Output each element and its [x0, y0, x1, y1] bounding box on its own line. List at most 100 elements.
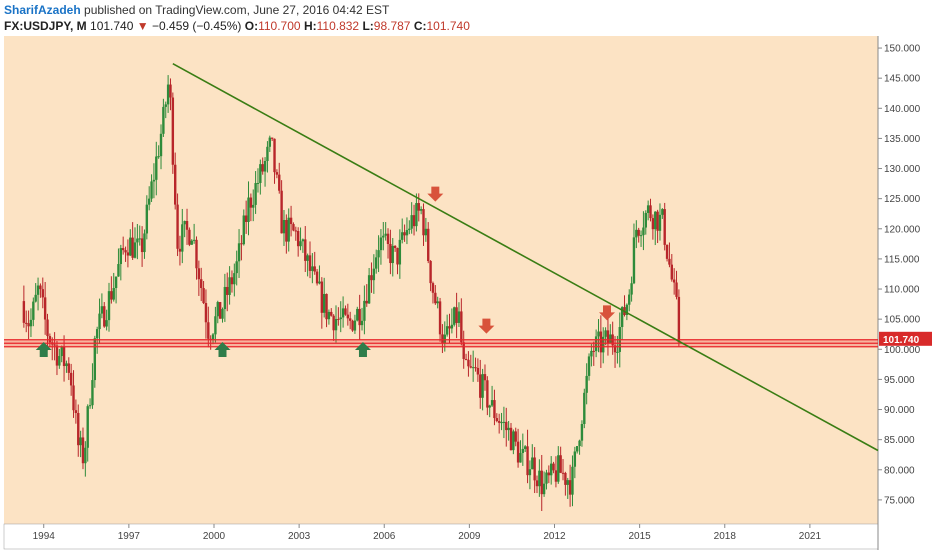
candle-body — [486, 380, 489, 408]
candle-body — [86, 406, 89, 448]
candle-body — [625, 304, 629, 315]
candle-body — [448, 326, 451, 329]
candle-body — [670, 264, 673, 280]
candle-body — [188, 229, 191, 245]
candle-body — [261, 164, 264, 172]
low-value: 98.787 — [373, 19, 411, 33]
candle-body — [571, 466, 574, 495]
candle-body — [566, 480, 569, 485]
candle-body — [320, 281, 324, 313]
candle-body — [549, 463, 553, 476]
candle-body — [344, 308, 347, 315]
candle-body — [512, 431, 515, 451]
candle-body — [523, 446, 527, 449]
candle-body — [98, 313, 101, 330]
candle-body — [223, 286, 227, 310]
candle-body — [166, 84, 170, 105]
candle-body — [675, 282, 678, 297]
candle-body — [121, 248, 125, 251]
candle-body — [389, 243, 392, 264]
candle-body — [616, 351, 619, 353]
candle-body — [609, 334, 612, 344]
candle-body — [469, 366, 472, 368]
price-chart[interactable]: 150.000 145.000 140.000 135.000 130.000 125.0… — [0, 36, 932, 550]
candle-body — [304, 239, 307, 261]
candle-body — [547, 472, 551, 476]
candle-body — [22, 301, 26, 323]
candle-body — [143, 233, 146, 253]
candle-body — [457, 311, 461, 323]
candle-body — [228, 277, 231, 295]
candle-body — [58, 356, 61, 366]
candle-body — [237, 243, 241, 262]
candle-body — [576, 446, 579, 452]
candle-body — [644, 212, 647, 228]
price-change: −0.459 (−0.45%) — [152, 19, 242, 33]
candle-body — [332, 315, 335, 331]
candle-body — [330, 311, 333, 316]
candle-body — [62, 346, 66, 367]
candle-body — [592, 350, 595, 352]
candle-body — [372, 268, 376, 281]
price-tick-label: 75.000 — [884, 495, 915, 506]
trendline — [172, 63, 879, 452]
candle-body — [438, 301, 442, 335]
last-price: 101.740 — [90, 19, 134, 33]
candle-body — [285, 219, 288, 242]
candle-body — [353, 320, 357, 331]
candle-body — [351, 320, 354, 331]
candle-body — [273, 138, 276, 173]
candle-body — [197, 268, 201, 280]
price-tick-label: 90.000 — [884, 405, 915, 416]
candle-body — [32, 301, 35, 320]
candle-body — [341, 308, 345, 318]
last-price-tag — [879, 331, 932, 346]
candle-body — [114, 276, 118, 289]
candle-body — [100, 306, 104, 314]
candle-body — [107, 291, 111, 321]
candle-body — [613, 345, 617, 353]
candle-body — [632, 237, 636, 284]
candle-body — [415, 203, 418, 227]
candle-body — [561, 472, 565, 474]
candle-body — [568, 480, 572, 495]
candle-body — [441, 334, 444, 344]
price-tick-label: 140.000 — [884, 104, 921, 115]
price-tick-label: 145.000 — [884, 74, 921, 85]
candle-body — [531, 457, 534, 470]
price-axis[interactable] — [878, 36, 932, 550]
candle-body — [533, 457, 536, 481]
price-tick-label: 80.000 — [884, 465, 915, 476]
candle-body — [53, 344, 56, 346]
close-value: 101.740 — [426, 19, 470, 33]
candle-body — [434, 292, 437, 304]
candle-body — [384, 233, 387, 236]
candle-body — [289, 217, 293, 225]
publication-info: SharifAzadeh published on TradingView.co… — [4, 3, 389, 17]
price-tick-label: 125.000 — [884, 194, 921, 205]
candle-body — [464, 358, 468, 360]
time-axis[interactable] — [3, 523, 879, 550]
candle-body — [183, 220, 186, 225]
candle-body — [65, 363, 68, 367]
author-name[interactable]: SharifAzadeh — [4, 3, 81, 17]
candle-body — [287, 217, 290, 242]
candle-body — [254, 183, 257, 205]
candle-body — [263, 161, 267, 172]
candle-body — [346, 314, 350, 319]
candle-body — [46, 319, 49, 337]
candle-body — [668, 258, 671, 265]
candle-body — [495, 418, 499, 422]
symbol-info: FX:USDJPY, M 101.740 ▼ −0.459 (−0.45%) O… — [4, 19, 470, 33]
plot-area[interactable] — [4, 36, 878, 524]
candle-body — [140, 238, 144, 253]
price-tick-label: 85.000 — [884, 435, 915, 446]
candle-body — [419, 209, 423, 211]
candle-body — [559, 455, 562, 473]
low-label: L: — [362, 19, 374, 33]
candle-body — [630, 283, 633, 295]
candle-body — [412, 215, 416, 227]
candle-body — [658, 214, 662, 231]
candle-body — [214, 316, 217, 335]
candle-body — [526, 446, 529, 476]
